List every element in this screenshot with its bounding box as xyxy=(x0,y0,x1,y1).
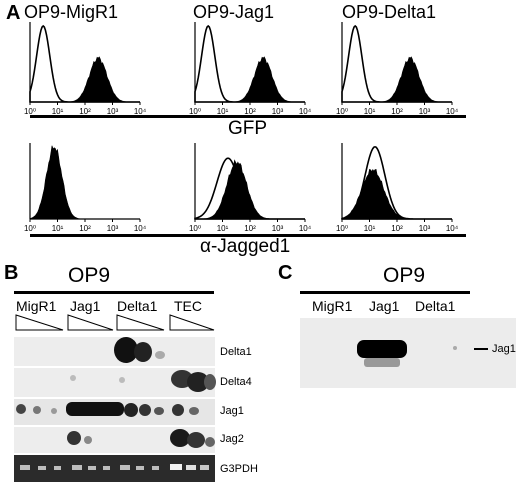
x-tick-label: 10⁴ xyxy=(299,107,312,116)
x-tick-label: 10⁴ xyxy=(134,224,147,233)
x-tick-label: 10³ xyxy=(107,107,119,116)
histogram-plot-5: 10⁰ 10¹ 10² 10³ 10⁴ xyxy=(336,143,459,233)
x-tick-label: 10⁴ xyxy=(299,224,312,233)
row-label-delta4: Delta4 xyxy=(220,376,252,388)
x-tick-label: 10³ xyxy=(107,224,119,233)
row-label-delta1: Delta1 xyxy=(220,346,252,358)
band xyxy=(70,375,76,381)
band xyxy=(33,406,41,414)
band xyxy=(172,404,184,416)
band xyxy=(204,374,216,390)
x-tick-label: 10² xyxy=(391,107,403,116)
jagged1-bar xyxy=(30,234,466,237)
x-tick-label: 10⁰ xyxy=(189,224,201,233)
flow-histograms: 10⁰ 10¹ 10² 10³ 10⁴ 10⁰ 10¹ 10² 10³ 10⁴ 10⁰ 10¹ 10² 1… xyxy=(24,22,459,233)
band xyxy=(134,342,152,362)
x-tick-label: 10¹ xyxy=(364,224,376,233)
band xyxy=(124,403,138,417)
lane-c-delta1: Delta1 xyxy=(415,298,456,314)
jag1-band-c xyxy=(357,340,407,358)
band xyxy=(139,404,151,416)
lane-c-jag1: Jag1 xyxy=(369,298,400,314)
band xyxy=(189,407,199,415)
histogram-plot-3: 10⁰ 10¹ 10² 10³ 10⁴ xyxy=(24,143,147,233)
x-tick-label: 10³ xyxy=(419,224,431,233)
x-tick-label: 10⁰ xyxy=(336,107,348,116)
x-tick-label: 10² xyxy=(244,107,256,116)
row-label-g3pdh: G3PDH xyxy=(220,463,258,475)
blot-panel-c xyxy=(300,318,516,388)
band xyxy=(51,408,57,414)
row-label-jag2: Jag2 xyxy=(220,433,244,445)
band xyxy=(16,404,26,414)
lane-tec: TEC xyxy=(174,298,202,314)
lane-c-migr1: MigR1 xyxy=(312,298,353,314)
dilution-wedge-migr1 xyxy=(15,314,64,331)
x-tick-label: 10¹ xyxy=(217,107,229,116)
lane-jag1: Jag1 xyxy=(70,298,101,314)
jag1-band-tail xyxy=(364,358,400,367)
band xyxy=(114,337,138,363)
x-tick-label: 10¹ xyxy=(52,224,64,233)
x-tick-label: 10⁰ xyxy=(24,107,36,116)
x-tick-label: 10¹ xyxy=(364,107,376,116)
lane-delta1: Delta1 xyxy=(117,298,158,314)
panel-a-label: A xyxy=(6,2,21,24)
panel-c-title: OP9 xyxy=(383,264,426,287)
x-tick-label: 10⁴ xyxy=(446,224,459,233)
x-tick-label: 10³ xyxy=(272,107,284,116)
x-tick-label: 10² xyxy=(391,224,403,233)
band xyxy=(170,429,190,447)
panel-c-label: C xyxy=(278,262,293,284)
x-tick-label: 10⁴ xyxy=(134,107,147,116)
band xyxy=(66,402,124,416)
histogram-plot-4: 10⁰ 10¹ 10² 10³ 10⁴ xyxy=(189,143,312,233)
x-tick-label: 10² xyxy=(244,224,256,233)
column-title-jag1: OP9-Jag1 xyxy=(193,2,275,22)
panel-b-bar xyxy=(14,291,214,294)
band xyxy=(119,377,125,383)
x-tick-label: 10⁴ xyxy=(446,107,459,116)
x-tick-label: 10⁰ xyxy=(189,107,201,116)
band xyxy=(67,431,81,445)
band xyxy=(84,436,92,444)
x-tick-label: 10⁰ xyxy=(24,224,36,233)
band xyxy=(155,351,165,359)
histogram-plot-0: 10⁰ 10¹ 10² 10³ 10⁴ xyxy=(24,22,147,116)
dilution-wedge-jag1 xyxy=(67,314,114,331)
histogram-plot-2: 10⁰ 10¹ 10² 10³ 10⁴ xyxy=(336,22,459,116)
x-tick-label: 10¹ xyxy=(52,107,64,116)
panel-b-label: B xyxy=(4,262,19,284)
x-tick-label: 10³ xyxy=(272,224,284,233)
jagged1-label: α-Jagged1 xyxy=(200,236,291,257)
band xyxy=(453,346,457,350)
panel-b-title: OP9 xyxy=(68,264,111,287)
band xyxy=(187,432,205,448)
lane-migr1: MigR1 xyxy=(16,298,57,314)
panel-c-bar xyxy=(300,291,470,294)
x-tick-label: 10³ xyxy=(419,107,431,116)
jag1-marker-line xyxy=(474,348,488,350)
band xyxy=(154,407,164,415)
column-title-delta1: OP9-Delta1 xyxy=(342,2,437,22)
histogram-plot-1: 10⁰ 10¹ 10² 10³ 10⁴ xyxy=(189,22,312,116)
gfp-bar xyxy=(30,115,466,118)
x-tick-label: 10⁰ xyxy=(336,224,348,233)
dilution-wedge-tec xyxy=(169,314,215,331)
dilution-wedge-delta1 xyxy=(116,314,165,331)
band-label-jag1: Jag1 xyxy=(492,343,516,355)
band xyxy=(205,437,215,447)
gfp-label: GFP xyxy=(228,118,268,139)
band xyxy=(187,372,209,392)
column-title-migr1: OP9-MigR1 xyxy=(24,2,119,22)
x-tick-label: 10² xyxy=(79,224,91,233)
x-tick-label: 10² xyxy=(79,107,91,116)
x-tick-label: 10¹ xyxy=(217,224,229,233)
row-label-jag1: Jag1 xyxy=(220,405,244,417)
